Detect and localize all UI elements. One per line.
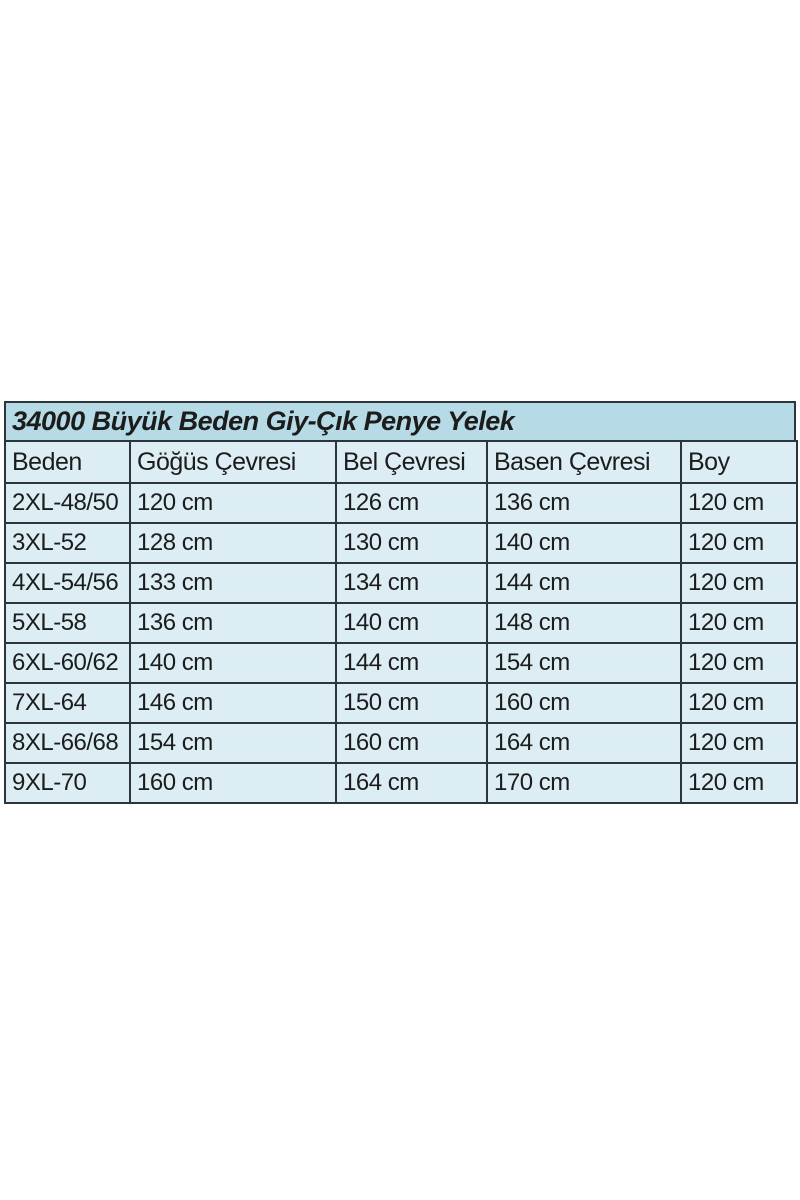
measurement-cell: 140 cm	[486, 522, 682, 564]
measurement-cell: 164 cm	[335, 762, 488, 804]
header-row: Beden Göğüs Çevresi Bel Çevresi Basen Çevre…	[4, 440, 798, 484]
measurement-cell: 170 cm	[486, 762, 682, 804]
table-row: 5XL-58 136 cm 140 cm 148 cm 120 cm	[4, 602, 798, 644]
measurement-cell: 144 cm	[486, 562, 682, 604]
measurement-cell: 120 cm	[129, 482, 337, 524]
measurement-cell: 130 cm	[335, 522, 488, 564]
measurement-cell: 146 cm	[129, 682, 337, 724]
measurement-cell: 154 cm	[129, 722, 337, 764]
measurement-cell: 133 cm	[129, 562, 337, 604]
measurement-cell: 160 cm	[486, 682, 682, 724]
measurement-cell: 154 cm	[486, 642, 682, 684]
column-header-bel-evresi: Bel Çevresi	[335, 440, 488, 484]
size-cell: 5XL-58	[4, 602, 131, 644]
measurement-cell: 120 cm	[680, 562, 798, 604]
size-cell: 7XL-64	[4, 682, 131, 724]
measurement-cell: 134 cm	[335, 562, 488, 604]
table-row: 3XL-52 128 cm 130 cm 140 cm 120 cm	[4, 522, 798, 564]
measurement-cell: 120 cm	[680, 762, 798, 804]
table-row: 9XL-70 160 cm 164 cm 170 cm 120 cm	[4, 762, 798, 804]
size-cell: 9XL-70	[4, 762, 131, 804]
size-cell: 6XL-60/62	[4, 642, 131, 684]
measurement-cell: 120 cm	[680, 722, 798, 764]
measurement-cell: 136 cm	[129, 602, 337, 644]
table-row: 2XL-48/50 120 cm 126 cm 136 cm 120 cm	[4, 482, 798, 524]
measurement-cell: 164 cm	[486, 722, 682, 764]
column-header-beden: Beden	[4, 440, 131, 484]
measurement-cell: 120 cm	[680, 482, 798, 524]
size-cell: 4XL-54/56	[4, 562, 131, 604]
measurement-cell: 120 cm	[680, 682, 798, 724]
measurement-cell: 144 cm	[335, 642, 488, 684]
measurement-cell: 126 cm	[335, 482, 488, 524]
table-row: 4XL-54/56 133 cm 134 cm 144 cm 120 cm	[4, 562, 798, 604]
measurement-cell: 128 cm	[129, 522, 337, 564]
table-row: 7XL-64 146 cm 150 cm 160 cm 120 cm	[4, 682, 798, 724]
measurement-cell: 136 cm	[486, 482, 682, 524]
measurement-cell: 120 cm	[680, 602, 798, 644]
measurement-cell: 120 cm	[680, 642, 798, 684]
size-chart: 34000 Büyük Beden Giy-Çık Penye Yelek Be…	[4, 401, 798, 804]
measurement-cell: 140 cm	[129, 642, 337, 684]
table-row: 8XL-66/68 154 cm 160 cm 164 cm 120 cm	[4, 722, 798, 764]
size-cell: 3XL-52	[4, 522, 131, 564]
measurement-cell: 160 cm	[335, 722, 488, 764]
measurement-cell: 140 cm	[335, 602, 488, 644]
column-header-boy: Boy	[680, 440, 798, 484]
size-chart-table: Beden Göğüs Çevresi Bel Çevresi Basen Çevre…	[4, 440, 798, 804]
table-row: 6XL-60/62 140 cm 144 cm 154 cm 120 cm	[4, 642, 798, 684]
measurement-cell: 120 cm	[680, 522, 798, 564]
size-cell: 8XL-66/68	[4, 722, 131, 764]
measurement-cell: 160 cm	[129, 762, 337, 804]
measurement-cell: 148 cm	[486, 602, 682, 644]
size-cell: 2XL-48/50	[4, 482, 131, 524]
size-chart-title: 34000 Büyük Beden Giy-Çık Penye Yelek	[4, 401, 796, 440]
column-header-g-s-evresi: Göğüs Çevresi	[129, 440, 337, 484]
measurement-cell: 150 cm	[335, 682, 488, 724]
column-header-basen-evresi: Basen Çevresi	[486, 440, 682, 484]
